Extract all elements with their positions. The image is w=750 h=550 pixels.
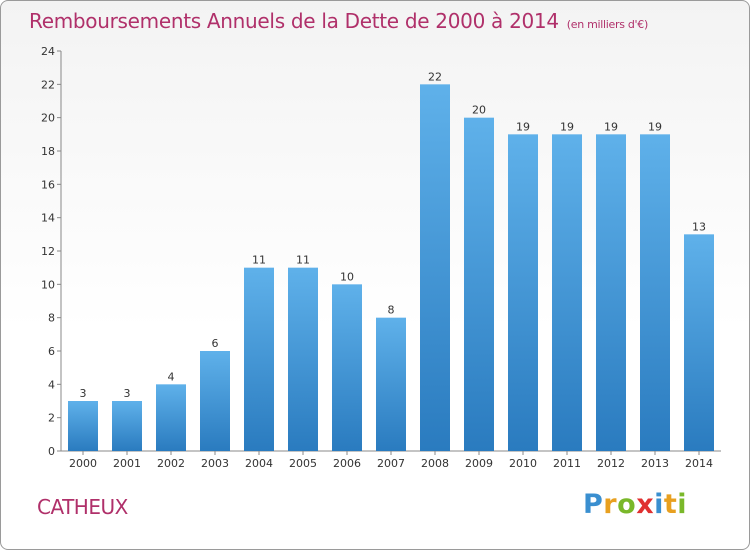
y-tick-label: 24 [41, 45, 55, 58]
title-unit: (en milliers d'€) [566, 18, 648, 31]
logo-letter: P [583, 489, 604, 520]
x-tick-label: 2008 [421, 457, 449, 470]
x-tick-label: 2005 [289, 457, 317, 470]
data-label: 3 [124, 387, 131, 400]
data-label: 22 [428, 70, 442, 83]
x-tick-label: 2002 [157, 457, 185, 470]
x-tick-label: 2000 [69, 457, 97, 470]
commune-name: CATHEUX [37, 495, 128, 519]
data-label: 8 [388, 304, 395, 317]
bar [596, 134, 626, 452]
x-tick-label: 2013 [641, 457, 669, 470]
bar [288, 267, 318, 451]
bar [112, 401, 142, 451]
x-tick-label: 2014 [685, 457, 713, 470]
bar [640, 134, 670, 452]
x-tick-label: 2003 [201, 457, 229, 470]
y-tick-label: 2 [48, 412, 55, 425]
data-label: 11 [296, 254, 310, 267]
logo-letter: i [654, 489, 664, 520]
y-tick-label: 8 [48, 312, 55, 325]
logo-letter: o [617, 489, 637, 520]
data-label: 11 [252, 254, 266, 267]
y-tick-label: 22 [41, 78, 55, 91]
data-label: 19 [516, 120, 530, 133]
logo-letter: r [603, 489, 618, 520]
title-text: Remboursements Annuels de la Dette de 20… [29, 9, 559, 33]
bar [552, 134, 582, 452]
x-tick-labels: 2000 2001 2002 2003 2004 2005 2006 2007 2008 2009… [69, 457, 713, 470]
bar [376, 317, 406, 451]
bar [332, 284, 362, 451]
y-tick-label: 20 [41, 112, 55, 125]
bars [68, 84, 714, 452]
x-tick-label: 2007 [377, 457, 405, 470]
y-tick-label: 4 [48, 378, 55, 391]
x-tick-label: 2012 [597, 457, 625, 470]
x-tick-label: 2011 [553, 457, 581, 470]
bar [156, 384, 186, 451]
y-tick-label: 10 [41, 278, 55, 291]
chart-title: Remboursements Annuels de la Dette de 20… [29, 9, 648, 33]
logo-letter: i [677, 489, 688, 520]
bar [420, 84, 450, 451]
data-labels: 3 3 4 6 11 11 10 8 22 20 19 19 19 19 13 [80, 70, 707, 400]
y-tick-label: 6 [48, 345, 55, 358]
y-tick-label: 14 [41, 212, 55, 225]
y-tick-label: 16 [41, 178, 55, 191]
y-tick-label: 18 [41, 145, 55, 158]
data-label: 13 [692, 220, 706, 233]
x-tick-label: 2010 [509, 457, 537, 470]
data-label: 10 [340, 270, 354, 283]
data-label: 20 [472, 104, 486, 117]
x-tick-label: 2004 [245, 457, 273, 470]
bar [68, 401, 98, 451]
bar [684, 234, 714, 451]
logo-letter: t [663, 489, 678, 520]
data-label: 19 [560, 120, 574, 133]
y-tick-label: 12 [41, 245, 55, 258]
logo-letter: x [636, 489, 655, 520]
x-tick-label: 2001 [113, 457, 141, 470]
data-label: 3 [80, 387, 87, 400]
data-label: 19 [648, 120, 662, 133]
bar [200, 351, 230, 451]
bar [464, 117, 494, 452]
y-tick-label: 0 [48, 445, 55, 458]
bar [508, 134, 538, 452]
proxiti-logo: Proxiti [583, 489, 687, 520]
x-tick-label: 2009 [465, 457, 493, 470]
data-label: 19 [604, 120, 618, 133]
x-tick-label: 2006 [333, 457, 361, 470]
data-label: 6 [212, 337, 219, 350]
data-label: 4 [168, 370, 175, 383]
bar [244, 267, 274, 451]
